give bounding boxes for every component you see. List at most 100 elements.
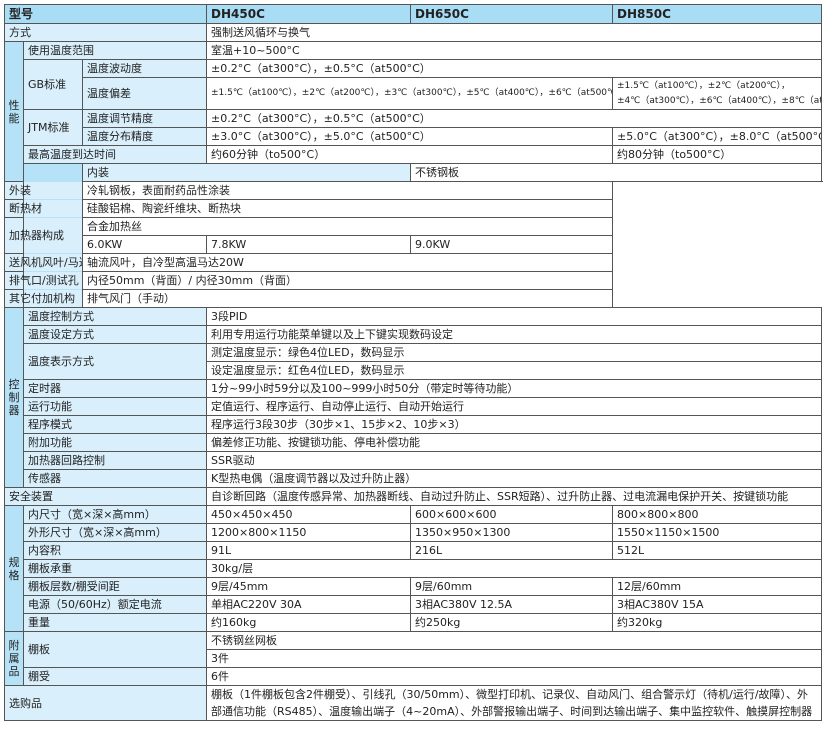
row-value: 9层/45mm bbox=[206, 577, 412, 596]
table-row: GB标准 温度波动度 ±0.2°C（at300°C），±0.5°C（at500°… bbox=[5, 59, 823, 110]
row-label: 使用温度范围 bbox=[22, 41, 208, 60]
row-label: 棚板 bbox=[22, 631, 208, 668]
table-row: 方式 强制送风循环与换气 bbox=[3, 23, 823, 42]
row-value: 30kg/层 bbox=[206, 559, 823, 578]
heater-power-dh650c: 7.8KW bbox=[206, 235, 412, 254]
row-value: 不锈钢板 bbox=[410, 163, 823, 182]
row-value: 约60分钟（to500°C） bbox=[206, 145, 614, 164]
row-value: ±1.5℃（at100℃），±2℃（at200℃），±3℃（at300℃），±5… bbox=[206, 77, 614, 110]
table-row: 送风机风叶/马达 轴流风叶，自冷型高温马达20W bbox=[4, 253, 822, 272]
row-label: 定时器 bbox=[22, 379, 208, 398]
table-row: 设定温度显示：红色4位LED，数码显示 bbox=[5, 361, 823, 380]
row-label: 内尺寸（宽×深×高mm） bbox=[22, 505, 208, 524]
table-row: 温度表示方式 测定温度显示：绿色4位LED，数码显示 bbox=[5, 343, 823, 380]
row-value: 测定温度显示：绿色4位LED，数码显示 bbox=[206, 343, 823, 362]
row-value: 1分~99小时59分以及100~999小时50分（带定时等待功能） bbox=[206, 379, 823, 398]
row-value-dh850c: ±5.0°C（at300°C），±8.0°C（at500°C） bbox=[612, 127, 823, 146]
row-value: 3件 bbox=[206, 649, 823, 668]
row-value: 定值运行、程序运行、自动停止运行、自动开始运行 bbox=[206, 397, 823, 416]
table-row: JTM标准 温度调节精度 ±0.2°C（at300°C），±0.5°C（at50… bbox=[5, 109, 823, 146]
row-value: 约160kg bbox=[206, 613, 412, 632]
row-label: 温度分布精度 bbox=[81, 127, 208, 146]
row-value: 冷轧钢板，表面耐药品性涂装 bbox=[81, 181, 614, 200]
heater-power-dh850c: 9.0KW bbox=[410, 235, 614, 254]
row-label: 排气口/测试孔 bbox=[4, 271, 83, 290]
row-label: 传感器 bbox=[22, 469, 208, 488]
table-row: 性能 使用温度范围 室温+10~500°C bbox=[4, 41, 823, 182]
row-value: 12层/60mm bbox=[612, 577, 823, 596]
row-value: 设定温度显示：红色4位LED，数码显示 bbox=[206, 361, 823, 380]
row-label: 加热器回路控制 bbox=[22, 451, 208, 470]
row-value: 3相AC380V 15A bbox=[612, 595, 823, 614]
row-label: 外装 bbox=[4, 181, 83, 200]
table-row: 温度偏差 ±1.5℃（at100℃），±2℃（at200℃），±3℃（at300… bbox=[5, 77, 823, 110]
row-label: 运行功能 bbox=[22, 397, 208, 416]
table-row: 重量 约160kg 约250kg 约320kg bbox=[5, 613, 823, 632]
row-label: 棚板承重 bbox=[22, 559, 208, 578]
model-dh650c: DH650C bbox=[410, 4, 614, 24]
table-row: 运行功能 定值运行、程序运行、自动停止运行、自动开始运行 bbox=[5, 397, 823, 416]
model-dh450c: DH450C bbox=[206, 4, 412, 24]
row-label: 其它付加机构 bbox=[4, 289, 83, 308]
row-label: 棚板层数/棚受间距 bbox=[22, 577, 208, 596]
table-row: 棚受 6件 bbox=[5, 667, 823, 686]
value-line: ±1.5℃（at100℃），±2℃（at200℃）， bbox=[617, 80, 791, 91]
row-label: 内容积 bbox=[22, 541, 208, 560]
row-label: 温度波动度 bbox=[81, 59, 208, 78]
table-row: 选购品 棚板（1件棚板包含2件棚受）、引线孔（30/50mm）、微型打印机、记录… bbox=[3, 685, 823, 721]
table-row: 温度分布精度 ±3.0°C（at300°C），±5.0°C（at500°C） ±… bbox=[5, 127, 823, 146]
row-label: 断热材 bbox=[4, 199, 83, 218]
group-controller: 控制器 bbox=[4, 307, 24, 488]
row-value: 1350×950×1300 bbox=[410, 523, 614, 542]
row-label: 温度设定方式 bbox=[22, 325, 208, 344]
table-row: 内容积 91L 216L 512L bbox=[5, 541, 823, 560]
row-value: 1550×1150×1500 bbox=[612, 523, 823, 542]
row-value: 约320kg bbox=[612, 613, 823, 632]
table-row: 6.0KW 7.8KW 9.0KW bbox=[5, 235, 822, 254]
row-value-dh850c: 约80分钟（to500°C） bbox=[612, 145, 823, 164]
group-performance: 性能 bbox=[4, 41, 24, 182]
group-accessories: 附属品 bbox=[4, 631, 24, 686]
row-value: 3相AC380V 12.5A bbox=[410, 595, 614, 614]
row-label: 温度控制方式 bbox=[22, 307, 208, 326]
table-row: 其它付加机构 排气风门（手动） bbox=[4, 289, 822, 308]
spec-table: 型号 DH450C DH650C DH850C 方式 强制送风循环与换气 性能 … bbox=[3, 4, 823, 721]
table-row: 棚板层数/棚受间距 9层/45mm 9层/60mm 12层/60mm bbox=[5, 577, 823, 596]
table-row: 加热器回路控制 SSR驱动 bbox=[5, 451, 823, 470]
table-row: 规格 内尺寸（宽×深×高mm） 450×450×450 600×600×600 … bbox=[4, 505, 823, 632]
row-value: 自诊断回路（温度传感异常、加热器断线、自动过升防止、SSR短路）、过升防止器、过… bbox=[206, 487, 823, 506]
row-label: 附加功能 bbox=[22, 433, 208, 452]
value-line: ±4℃（at300℃），±6℃（at400℃），±8℃（at500℃） bbox=[617, 95, 822, 106]
row-value: 不锈钢丝网板 bbox=[206, 631, 823, 650]
row-label: 温度调节精度 bbox=[81, 109, 208, 128]
row-label: 温度偏差 bbox=[81, 77, 208, 110]
row-value: 室温+10~500°C bbox=[206, 41, 823, 60]
row-value: K型热电偶（温度调节器以及过升防止器） bbox=[206, 469, 823, 488]
heater-power-dh450c: 6.0KW bbox=[81, 235, 208, 254]
row-label: 方式 bbox=[3, 23, 208, 42]
row-value: 硅酸铝棉、陶瓷纤维块、断热块 bbox=[81, 199, 614, 218]
row-value: 偏差修正功能、按键锁功能、停电补偿功能 bbox=[206, 433, 823, 452]
table-row: 附属品 棚板 不锈钢丝网板 bbox=[4, 631, 823, 686]
row-value: 9层/60mm bbox=[410, 577, 614, 596]
table-row: 外形尺寸（宽×深×高mm） 1200×800×1150 1350×950×130… bbox=[5, 523, 823, 542]
header-row: 型号 DH450C DH650C DH850C bbox=[3, 4, 823, 24]
row-label: 重量 bbox=[22, 613, 208, 632]
table-row: 排气口/测试孔 内径50mm（背面）/ 内径30mm（背面） bbox=[4, 271, 822, 290]
row-value: 216L bbox=[410, 541, 614, 560]
row-label: 电源（50/60Hz）额定电流 bbox=[22, 595, 208, 614]
row-label: 棚受 bbox=[22, 667, 208, 686]
table-row: 定时器 1分~99小时59分以及100~999小时50分（带定时等待功能） bbox=[5, 379, 823, 398]
row-value: 程序运行3段30步（30步×1、15步×2、10步×3） bbox=[206, 415, 823, 434]
row-value: 800×800×800 bbox=[612, 505, 823, 524]
model-label: 型号 bbox=[3, 4, 208, 24]
jtm-standard-label: JTM标准 bbox=[23, 109, 83, 146]
table-row: 控制器 温度控制方式 3段PID bbox=[4, 307, 823, 488]
row-value: 600×600×600 bbox=[410, 505, 614, 524]
gb-standard-label: GB标准 bbox=[23, 59, 83, 110]
row-value: 合金加热丝 bbox=[81, 217, 614, 236]
row-value: 约250kg bbox=[410, 613, 614, 632]
row-value: 轴流风叶，自冷型高温马达20W bbox=[81, 253, 614, 272]
table-row: 加热器 合金加热丝 bbox=[4, 217, 822, 254]
row-label: 选购品 bbox=[3, 685, 208, 721]
